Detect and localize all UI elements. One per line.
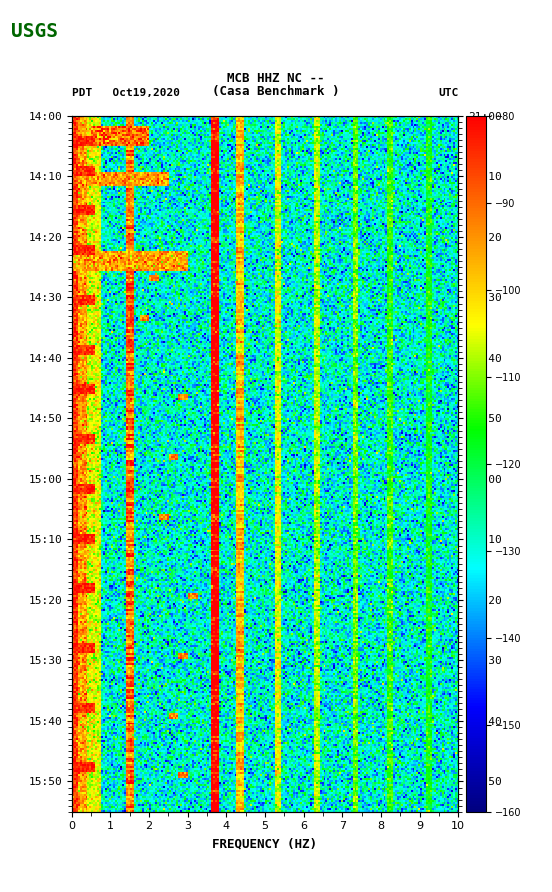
Text: PDT   Oct19,2020: PDT Oct19,2020: [72, 88, 180, 98]
Text: USGS: USGS: [11, 22, 58, 41]
Text: MCB HHZ NC --: MCB HHZ NC --: [227, 71, 325, 85]
Text: UTC: UTC: [438, 88, 458, 98]
X-axis label: FREQUENCY (HZ): FREQUENCY (HZ): [213, 837, 317, 850]
Text: (Casa Benchmark ): (Casa Benchmark ): [213, 85, 339, 98]
